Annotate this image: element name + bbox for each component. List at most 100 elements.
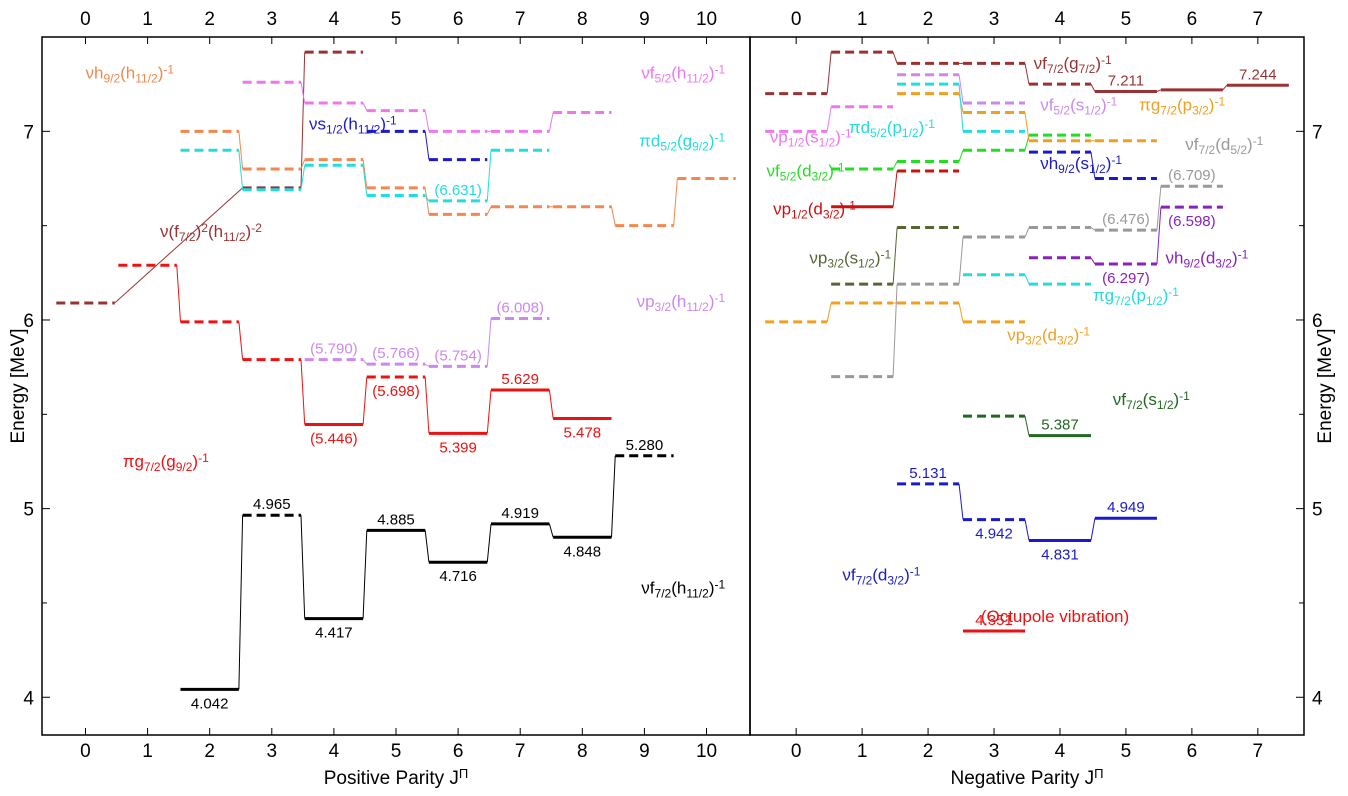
configuration-label: νf7/2(d5/2)-1 (1185, 134, 1263, 156)
x-tick-label-bottom: 0 (80, 741, 91, 762)
level-series-nuh92h112 (180, 129, 736, 228)
energy-value-label: 4.965 (253, 496, 291, 513)
level-connector (826, 106, 832, 132)
x-tick-label-top: 9 (639, 9, 650, 30)
level-series-pig72g92 (118, 263, 612, 435)
x-tick-label-bottom: 0 (791, 741, 802, 762)
level-series-grayd52 (831, 184, 1223, 379)
x-tick-label-top: 6 (453, 9, 464, 30)
energy-value-label: (6.008) (496, 299, 544, 316)
configuration-label: (Octupole vibration) (981, 607, 1129, 626)
level-connector (424, 195, 430, 202)
level-connector (114, 187, 243, 304)
energy-value-label: (6.631) (434, 182, 482, 199)
y-tick-label: 4 (1312, 688, 1323, 709)
x-tick-label-bottom: 5 (391, 741, 402, 762)
x-tick-label-top: 7 (515, 9, 526, 30)
level-connector (424, 363, 430, 367)
energy-value-label: 5.478 (564, 424, 602, 441)
energy-value-label: (5.698) (372, 383, 420, 400)
x-tick-label-bottom: 6 (453, 741, 464, 762)
level-connector (548, 112, 554, 132)
energy-value-label: 7.244 (1239, 66, 1277, 83)
level-connector (548, 389, 554, 419)
level-series-nuh92s12 (1028, 150, 1157, 180)
energy-value-label: 4.351 (975, 612, 1013, 629)
configuration-label: νp3/2(h11/2)-1 (637, 291, 726, 313)
level-connector (892, 284, 898, 377)
x-tick-label-top: 8 (577, 9, 588, 30)
configuration-label: νf7/2(d3/2)-1 (842, 565, 920, 587)
x-tick-label-top: 5 (1121, 9, 1132, 30)
x-tick-label-top: 6 (1187, 9, 1198, 30)
x-axis-label-left: Positive Parity JΠ (324, 766, 469, 789)
level-series-nuf52s12 (897, 73, 1026, 105)
level-connector (1024, 519, 1030, 541)
x-tick-label-top: 4 (329, 9, 340, 30)
level-connector (300, 165, 306, 190)
y-tick-label: 7 (23, 122, 34, 143)
configuration-label: ν(f7/2)2(h11/2)-2 (160, 221, 262, 243)
x-tick-label-bottom: 3 (989, 741, 1000, 762)
level-connector (238, 131, 244, 170)
x-tick-label-top: 10 (696, 9, 717, 30)
level-connector (238, 321, 244, 360)
level-connector (238, 515, 244, 690)
level-series-nuf72sq (56, 50, 364, 305)
y-axis-label-right: Energy [MeV] (1315, 328, 1336, 443)
energy-value-label: (5.766) (372, 345, 420, 362)
x-tick-label-top: 5 (391, 9, 402, 30)
configuration-label: νh9/2(h11/2)-1 (85, 63, 174, 85)
level-series-nuf72g72 (765, 50, 1289, 96)
x-tick-label-bottom: 8 (577, 741, 588, 762)
level-connector (300, 52, 306, 188)
configuration-label: πg7/2(p1/2)-1 (1093, 285, 1179, 307)
level-series-nuf72d32 (897, 482, 1157, 543)
level-connector (1090, 152, 1096, 179)
configuration-label: νf7/2(h11/2)-1 (641, 578, 725, 600)
configuration-label: νs1/2(h11/2)-1 (309, 114, 397, 136)
energy-value-label: 4.848 (564, 543, 602, 560)
level-connector (1024, 63, 1030, 85)
level-series-nuf52d32 (831, 133, 1091, 171)
level-connector (1090, 518, 1096, 541)
level-connector (611, 206, 616, 226)
configuration-label: νp3/2(d3/2)-1 (1007, 325, 1090, 347)
x-tick-label-top: 1 (142, 9, 153, 30)
configuration-label: νp3/2(s1/2)-1 (809, 248, 891, 270)
level-connector (958, 74, 964, 104)
level-connector (1156, 89, 1162, 92)
energy-value-label: (6.476) (1102, 211, 1150, 228)
x-tick-label-bottom: 1 (857, 741, 868, 762)
x-tick-label-bottom: 9 (639, 741, 650, 762)
level-connector (486, 206, 492, 215)
level-series-nus12h112 (366, 129, 488, 162)
x-tick-label-top: 4 (1055, 9, 1066, 30)
y-tick-label: 5 (23, 500, 34, 521)
level-connector (958, 483, 964, 520)
configuration-label: νf7/2(g7/2)-1 (1034, 53, 1112, 75)
configuration-label: νf5/2(d3/2)-1 (766, 161, 844, 183)
energy-value-label: (6.709) (1168, 167, 1216, 184)
x-tick-label-bottom: 1 (142, 741, 153, 762)
level-series-pig72p32 (897, 92, 1157, 143)
level-connector (486, 318, 492, 367)
energy-value-label: (5.446) (310, 430, 358, 447)
energy-value-label: (5.790) (310, 341, 358, 358)
level-connector (1024, 274, 1030, 285)
level-connector (1222, 84, 1228, 91)
configuration-label: νh9/2(d3/2)-1 (1166, 248, 1249, 270)
level-connector (362, 159, 368, 188)
level-series-pid52g92 (180, 148, 550, 203)
energy-value-label: 4.716 (439, 568, 477, 585)
x-tick-label-bottom: 2 (204, 741, 215, 762)
level-connector (892, 170, 898, 207)
level-series-nuh92d32 (1028, 205, 1223, 266)
level-connector (238, 150, 244, 190)
level-connector (1090, 257, 1096, 265)
level-connector (1024, 227, 1030, 238)
energy-value-label: 5.399 (439, 439, 477, 456)
level-connector (958, 84, 964, 132)
configuration-label: νp1/2(d3/2)-1 (773, 199, 856, 221)
x-tick-label-bottom: 10 (696, 741, 717, 762)
